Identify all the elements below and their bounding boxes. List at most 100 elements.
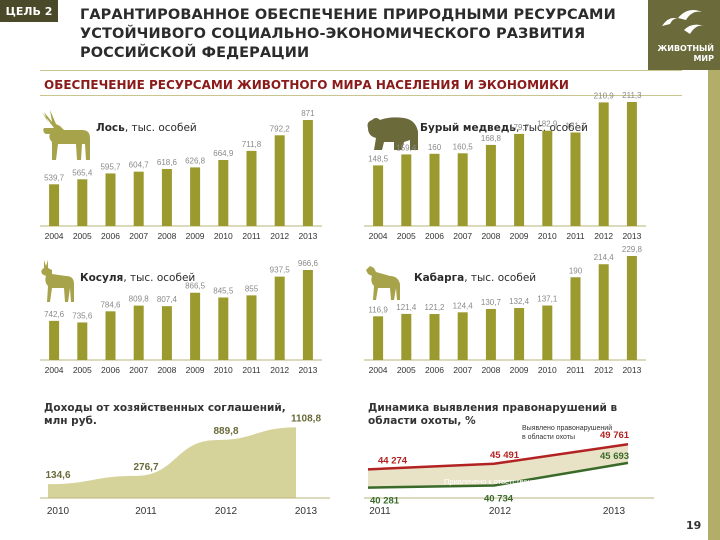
musk-bar [401,313,412,360]
musk-tick-label: 2005 [397,365,416,375]
musk-title-bold: Кабарга [414,272,465,284]
bear-bar [626,102,637,226]
musk-data-label: 116,9 [368,305,388,314]
violations-title-line-2: области охоты, % [368,415,476,427]
moose-title-bold: Лось [96,122,125,134]
bear-tick-label: 2013 [622,231,641,241]
birds-logo-icon [662,10,704,34]
musk-tick-label: 2006 [425,365,444,375]
roe-data-label: 966,6 [298,259,319,268]
bear-data-label: 160 [428,143,442,152]
musk-bar [570,277,581,360]
moose-data-label: 664,9 [213,149,234,158]
violations-tick-label: 2011 [369,506,391,517]
bear-tick-label: 2007 [453,231,472,241]
roe-title-bold: Косуля [80,272,124,284]
roe-bar [190,292,201,360]
right-decor-strip [708,70,720,540]
income-chart-title: Доходы от хозяйственных соглашений, млн … [44,402,286,428]
bear-icon [367,117,418,150]
bear-bar [401,154,412,226]
musk-data-label: 130,7 [481,298,502,307]
bear-data-label: 210,9 [594,91,615,100]
income-title-line-1: Доходы от хозяйственных соглашений, [44,402,286,414]
moose-bar [133,171,144,226]
bear-data-label: 211,3 [622,91,642,100]
moose-tick-label: 2010 [214,231,233,241]
bear-title-bold: Бурый медведь [420,122,516,134]
roe-data-label: 855 [245,284,259,293]
divider [40,95,682,96]
moose-chart-title: Лось, тыс. особей [96,122,197,134]
page-title: ГАРАНТИРОВАННОЕ ОБЕСПЕЧЕНИЕ ПРИРОДНЫМИ Р… [80,6,620,63]
moose-tick-label: 2011 [242,231,261,241]
moose-tick-label: 2004 [45,231,64,241]
moose-bar [190,167,201,226]
moose-bar [105,173,116,226]
musk-data-label: 132,4 [509,297,530,306]
musk-bar-chart: 116,9 2004 121,4 2005 121,2 2006 124,4 2007 130,… [364,245,646,375]
roe-tick-label: 2006 [101,365,120,375]
moose-tick-label: 2013 [298,231,317,241]
bear-chart-title: Бурый медведь, тыс. особей [420,122,588,134]
musk-data-label: 190 [569,266,583,275]
moose-bar [161,168,172,226]
page-title-line-3: РОССИЙСКОЙ ФЕДЕРАЦИИ [80,45,310,61]
bear-bar [598,102,609,226]
musk-data-label: 229,8 [622,245,643,254]
brand-text-line-1: ЖИВОТНЫЙ [657,44,714,53]
roe-bar [77,322,88,360]
income-tick-label: 2010 [47,506,70,517]
income-title-line-2: млн руб. [44,415,97,427]
roe-bar [246,295,257,360]
moose-tick-label: 2005 [73,231,92,241]
bear-tick-label: 2005 [397,231,416,241]
bear-bar [429,153,440,226]
moose-tick-label: 2008 [157,231,176,241]
roe-tick-label: 2012 [270,365,289,375]
moose-data-label: 565,4 [72,168,93,177]
musk-tick-label: 2011 [566,365,585,375]
page-title-line-2: УСТОЙЧИВОГО СОЦИАЛЬНО-ЭКОНОМИЧЕСКОГО РАЗ… [80,26,586,42]
roe-data-label: 742,6 [44,310,65,319]
bear-data-label: 181,1 [565,121,586,130]
musk-data-label: 137,1 [537,295,558,304]
page-title-line-1: ГАРАНТИРОВАННОЕ ОБЕСПЕЧЕНИЕ ПРИРОДНЫМИ Р… [80,7,616,23]
roe-tick-label: 2011 [242,365,261,375]
musk-bar [514,308,525,360]
bear-data-label: 182,9 [537,120,558,129]
musk-bar [429,314,440,360]
violations-legend-label: Выявлено правонарушений в области охоты [522,424,612,441]
musk-bar [373,316,384,360]
punished-data-label: 40 734 [484,494,514,505]
bear-title-rest: , тыс. особей [515,122,588,134]
bear-tick-label: 2006 [425,231,444,241]
moose-data-label: 871 [301,109,315,118]
violations-series-line [367,442,629,471]
moose-data-label: 539,7 [44,173,65,182]
income-tick-label: 2012 [215,506,238,517]
divider [40,70,682,71]
violations-tick-label: 2013 [603,506,626,517]
roe-deer-icon [41,260,74,302]
roe-tick-label: 2008 [157,365,176,375]
bear-bar [514,133,525,226]
bear-data-label: 159,4 [396,143,417,152]
roe-tick-label: 2013 [298,365,317,375]
income-tick-label: 2011 [135,506,157,517]
bear-tick-label: 2008 [481,231,500,241]
bear-bar [570,132,581,226]
bear-bar [457,153,468,226]
roe-tick-label: 2009 [186,365,205,375]
roe-bar [133,305,144,360]
roe-bar [302,270,313,360]
roe-data-label: 784,6 [100,300,121,309]
musk-data-label: 121,2 [424,303,445,312]
punished-legend-label: Привлечено к ответственности [444,477,551,486]
income-data-label: 134,6 [45,470,70,481]
bear-bar-chart: 148,5 2004 159,4 2005 160 2006 160,5 2007 168,8 2… [364,91,646,241]
bear-bar [542,130,553,226]
income-data-label: 1108,8 [291,413,321,424]
bear-bar [373,165,384,226]
musk-chart-title: Кабарга, тыс. особей [414,272,536,284]
